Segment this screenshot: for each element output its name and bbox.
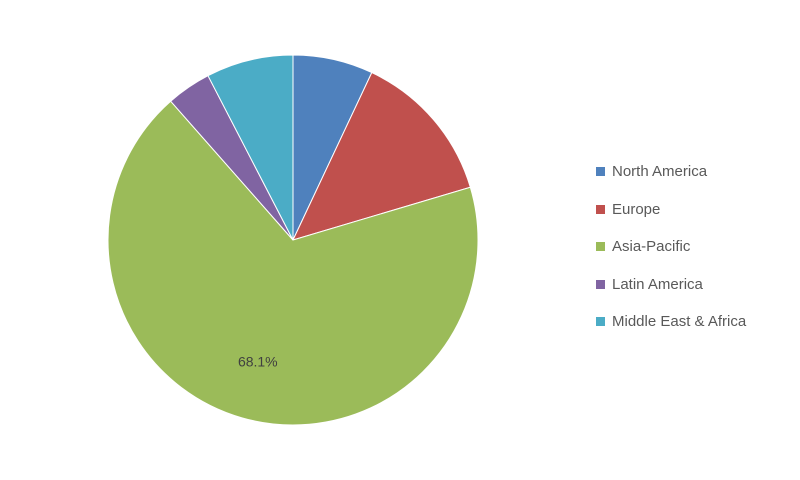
data-label-asia-pacific: 68.1% [238, 353, 278, 369]
legend-item-europe: Europe [596, 191, 746, 229]
pie-slice-middle-east-and-africa [207, 54, 294, 241]
pie-slices [107, 54, 479, 426]
legend-swatch-asia-pacific [596, 242, 605, 252]
legend-label: North America [612, 163, 708, 181]
legend-swatch-latin-america [596, 279, 605, 289]
pie-data-labels: 68.1% [238, 353, 278, 369]
pie-slice-europe [292, 71, 471, 241]
legend-swatch-north-america [596, 167, 605, 177]
legend-swatch-europe [596, 204, 605, 214]
pie-slice-asia-pacific [107, 100, 479, 426]
legend-item-latin-america: Latin America [596, 266, 746, 304]
legend-label: Europe [612, 200, 661, 218]
legend-label: Latin America [612, 275, 703, 293]
legend-label: Middle East & Africa [612, 313, 747, 331]
legend-item-middle-east-and-africa: Middle East & Africa [596, 303, 746, 341]
legend-item-north-america: North America [596, 153, 746, 191]
legend-swatch-middle-east-and-africa [596, 317, 605, 327]
chart-legend: North America Europe Asia-Pacific Latin Ame… [596, 153, 746, 341]
legend-item-asia-pacific: Asia-Pacific [596, 228, 746, 266]
legend-label: Asia-Pacific [612, 238, 691, 256]
